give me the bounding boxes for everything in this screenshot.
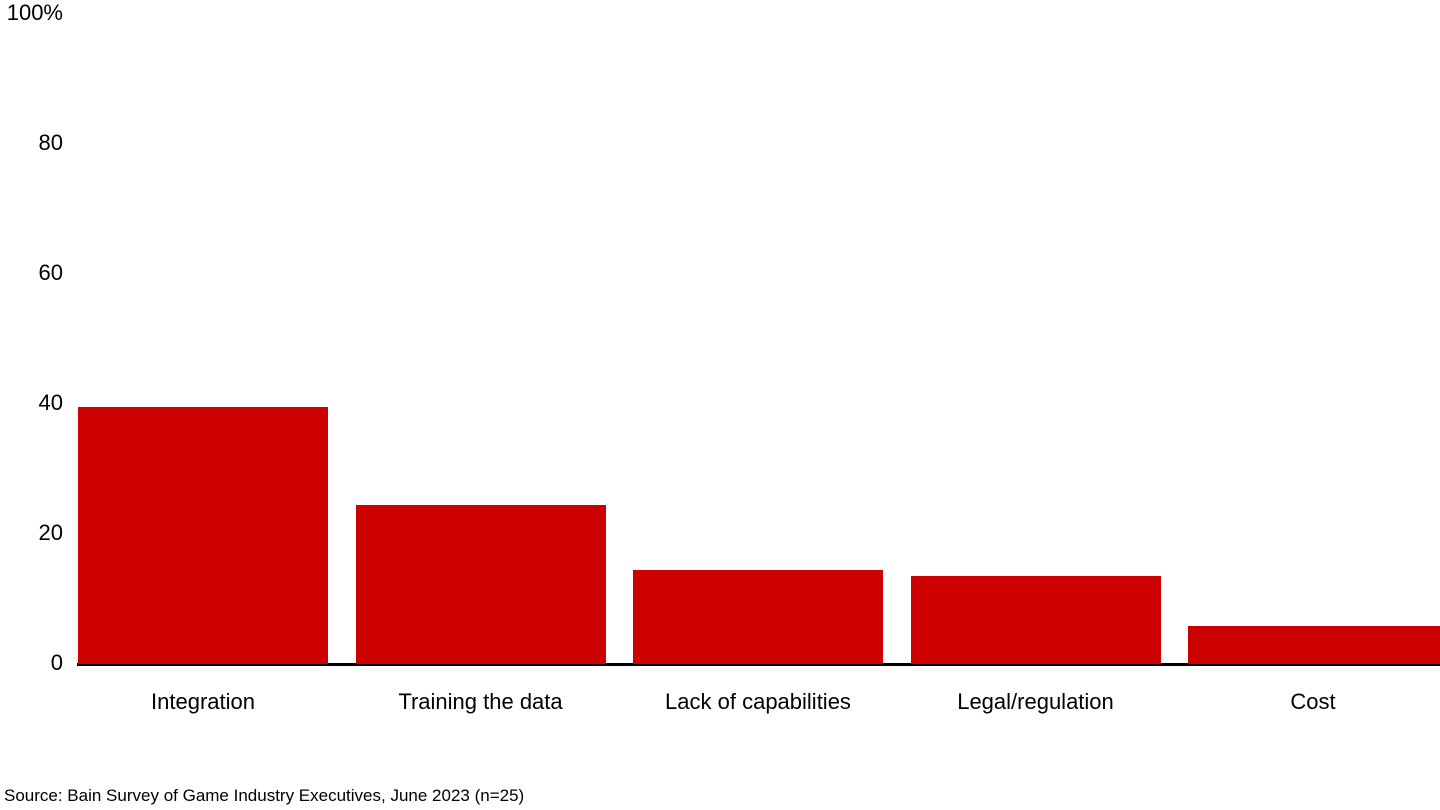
y-tick-label: 60 <box>38 260 63 285</box>
bar-integration <box>78 407 328 664</box>
source-note: Source: Bain Survey of Game Industry Exe… <box>4 786 525 805</box>
y-axis: 100% 80 60 40 20 0 <box>0 0 63 700</box>
bar-legal-regulation <box>910 576 1161 664</box>
bar-lack-of-capabilities <box>633 570 883 664</box>
category-label-legal-regulation: Legal/regulation <box>957 689 1114 714</box>
x-axis-labels: Integration Training the data Lack of capa… <box>0 690 1440 720</box>
y-tick-label: 0 <box>50 650 63 675</box>
bar-cost <box>1188 626 1440 664</box>
category-label-training-the-data: Training the data <box>398 689 563 714</box>
category-label-cost: Cost <box>1290 689 1336 714</box>
category-label-integration: Integration <box>151 689 255 714</box>
y-tick-label: 40 <box>38 390 63 415</box>
x-axis-line <box>77 663 1440 666</box>
plot-area <box>77 0 1440 666</box>
y-tick-label: 100% <box>6 0 63 25</box>
bar-training-the-data <box>355 505 606 664</box>
category-label-lack-of-capabilities: Lack of capabilities <box>665 689 851 714</box>
y-tick-label: 80 <box>38 130 63 155</box>
y-tick-label: 20 <box>38 520 63 545</box>
